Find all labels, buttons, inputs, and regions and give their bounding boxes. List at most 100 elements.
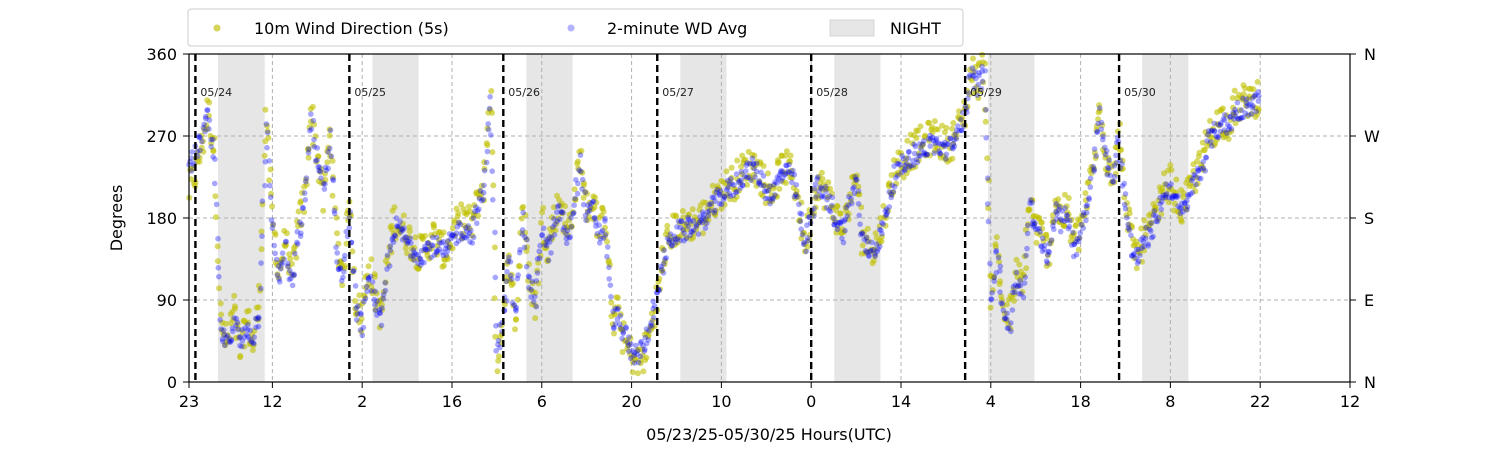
data-point (359, 332, 366, 339)
data-point (492, 333, 499, 340)
data-point (673, 213, 680, 220)
data-point (343, 240, 350, 247)
data-point (714, 186, 720, 193)
data-point (631, 349, 638, 356)
data-point (932, 140, 938, 147)
data-point (705, 217, 712, 223)
data-point (801, 239, 807, 246)
data-point (1059, 208, 1066, 214)
data-point (637, 353, 644, 360)
data-point (1169, 195, 1176, 201)
data-point (654, 289, 660, 296)
data-point (1053, 216, 1060, 222)
data-point (787, 158, 794, 165)
data-point (252, 315, 259, 322)
data-point (950, 140, 957, 147)
data-point (1124, 200, 1131, 207)
data-point (422, 247, 429, 253)
data-point (922, 152, 928, 158)
data-point (619, 349, 626, 355)
data-point (1255, 98, 1262, 104)
data-point (1226, 126, 1232, 133)
data-point (533, 303, 540, 310)
data-point (561, 224, 568, 231)
data-point (983, 107, 989, 113)
data-point (333, 244, 339, 251)
data-point (680, 227, 686, 233)
data-point (491, 295, 498, 302)
data-point (935, 140, 941, 146)
data-point (247, 336, 253, 343)
data-point (448, 235, 454, 242)
data-point (921, 150, 927, 157)
data-point (294, 239, 300, 246)
data-point (972, 69, 978, 75)
data-point (1141, 243, 1147, 250)
data-point (877, 243, 883, 250)
data-point (645, 331, 652, 338)
data-point (949, 125, 956, 132)
data-point (731, 182, 737, 188)
data-point (1065, 225, 1072, 232)
data-point (1254, 78, 1261, 85)
data-point (275, 274, 282, 281)
data-point (667, 231, 674, 237)
day-marker-label: 05/26 (508, 86, 540, 99)
data-point (202, 128, 208, 135)
data-point (700, 215, 707, 221)
data-point (959, 114, 966, 121)
data-point (639, 346, 645, 353)
data-point (426, 246, 433, 252)
data-point (943, 124, 950, 131)
data-point (878, 227, 884, 234)
data-point (1098, 119, 1105, 126)
data-point (1038, 219, 1045, 226)
data-point (1119, 183, 1126, 189)
data-point (737, 185, 744, 191)
data-point (374, 298, 381, 304)
data-point (1199, 139, 1206, 146)
data-point (700, 211, 707, 218)
data-point (744, 160, 750, 166)
data-point (529, 278, 535, 285)
data-point (333, 214, 340, 221)
data-point (896, 170, 903, 177)
data-point (1248, 111, 1255, 117)
data-point (1148, 234, 1155, 241)
data-point (608, 293, 614, 300)
data-point (970, 55, 976, 62)
data-point (196, 134, 202, 141)
data-point (311, 121, 318, 128)
data-point (1016, 261, 1023, 268)
data-point (258, 228, 265, 235)
data-point (548, 250, 554, 256)
data-point (783, 162, 789, 169)
data-point (839, 235, 845, 242)
data-point (944, 141, 951, 148)
data-point (776, 185, 783, 192)
data-point (1015, 282, 1022, 289)
data-point (591, 204, 598, 211)
data-point (606, 276, 612, 282)
data-point (706, 201, 712, 208)
data-point (489, 109, 496, 116)
data-point (269, 203, 275, 210)
data-point (769, 198, 775, 205)
data-point (492, 274, 499, 281)
data-point (819, 192, 825, 199)
data-point (848, 195, 854, 202)
data-point (650, 305, 656, 312)
data-point (378, 301, 385, 308)
data-point (487, 94, 493, 100)
data-point (265, 134, 272, 141)
data-point (1202, 168, 1208, 174)
data-point (467, 239, 473, 245)
data-point (521, 244, 528, 251)
data-point (434, 248, 441, 254)
data-point (752, 174, 758, 180)
data-point (436, 246, 443, 252)
data-point (1195, 153, 1202, 160)
data-point (526, 261, 532, 267)
data-point (297, 219, 303, 225)
data-point (1187, 191, 1194, 197)
